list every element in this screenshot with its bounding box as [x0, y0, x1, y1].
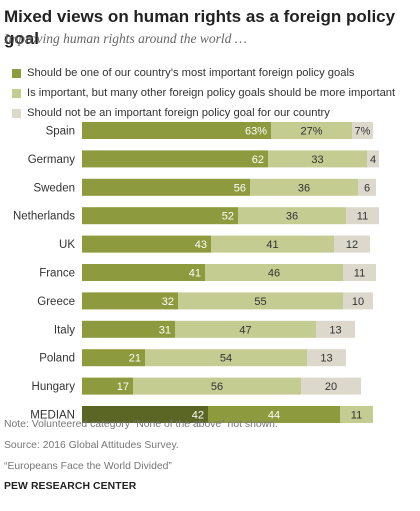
bar-germany-most-important — [82, 150, 268, 168]
legend-label-not-important: Should not be an important foreign polic… — [27, 107, 330, 119]
bar-italy-important-not-most — [175, 320, 316, 338]
bar-sweden-not-important — [358, 178, 376, 196]
value-label-hungary-important-not-most: 56 — [211, 381, 223, 393]
value-label-greece-not-important: 10 — [352, 296, 364, 308]
bar-greece-not-important — [343, 292, 373, 310]
value-label-greece-most-important: 32 — [162, 296, 174, 308]
legend: Should be one of our country’s most impo… — [12, 63, 395, 123]
legend-item-not-important: Should not be an important foreign polic… — [12, 103, 395, 123]
bar-sweden-important-not-most — [250, 178, 358, 196]
bar-poland-important-not-most — [145, 349, 307, 367]
value-label-uk-not-important: 12 — [346, 239, 358, 251]
category-label-hungary: Hungary — [32, 381, 76, 393]
value-label-median-not-important: 11 — [351, 410, 362, 422]
value-label-uk-important-not-most: 41 — [266, 239, 278, 251]
category-label-italy: Italy — [54, 324, 75, 336]
bar-greece-important-not-most — [178, 292, 343, 310]
value-label-poland-most-important: 21 — [129, 353, 141, 365]
value-label-sweden-important-not-most: 36 — [298, 182, 310, 194]
bar-italy-most-important — [82, 320, 175, 338]
bar-hungary-most-important — [82, 377, 133, 395]
value-label-median-important-not-most: 44 — [268, 410, 280, 422]
bar-france-not-important — [343, 264, 376, 281]
category-label-uk: UK — [59, 239, 75, 251]
bar-spain-not-important — [352, 122, 373, 139]
bar-uk-not-important — [334, 235, 370, 253]
category-label-netherlands: Netherlands — [13, 211, 75, 223]
value-label-germany-not-important: 4 — [370, 154, 376, 166]
value-label-netherlands-not-important: 11 — [357, 211, 368, 223]
legend-label-most-important: Should be one of our country’s most impo… — [27, 67, 355, 79]
legend-item-important-not-most: Is important, but many other foreign pol… — [12, 83, 395, 103]
category-label-sweden: Sweden — [33, 182, 75, 194]
value-label-uk-most-important: 43 — [195, 239, 207, 251]
bar-hungary-important-not-most — [133, 377, 301, 395]
bar-germany-important-not-most — [268, 150, 367, 168]
bar-hungary-not-important — [301, 377, 361, 395]
value-label-germany-important-not-most: 33 — [311, 154, 323, 166]
bar-netherlands-most-important — [82, 207, 238, 225]
legend-label-important-not-most: Is important, but many other foreign pol… — [27, 87, 396, 99]
value-label-sweden-not-important: 6 — [364, 182, 370, 194]
bar-spain-important-not-most — [271, 122, 352, 139]
bar-netherlands-important-not-most — [238, 207, 346, 225]
report-title: “Europeans Face the World Divided” — [4, 461, 172, 472]
value-label-median-most-important: 42 — [192, 410, 204, 422]
value-label-spain-not-important: 7% — [355, 126, 371, 138]
value-label-france-important-not-most: 46 — [268, 268, 280, 280]
category-label-greece: Greece — [37, 296, 75, 308]
legend-swatch-most-important — [12, 69, 21, 78]
value-label-italy-important-not-most: 47 — [239, 324, 251, 336]
category-label-spain: Spain — [46, 126, 75, 138]
value-label-sweden-most-important: 56 — [234, 182, 246, 194]
bar-poland-not-important — [307, 349, 346, 367]
category-label-germany: Germany — [28, 154, 76, 166]
value-label-hungary-not-important: 20 — [325, 381, 337, 393]
value-label-spain-most-important: 63% — [245, 126, 267, 138]
bar-poland-most-important — [82, 349, 145, 367]
bar-sweden-most-important — [82, 178, 250, 196]
source-note: Source: 2016 Global Attitudes Survey. — [4, 440, 179, 451]
bar-uk-most-important — [82, 235, 211, 253]
category-label-poland: Poland — [39, 353, 75, 365]
bar-spain-most-important — [82, 122, 271, 139]
value-label-italy-not-important: 13 — [329, 324, 341, 336]
bar-france-important-not-most — [205, 264, 343, 281]
bar-italy-not-important — [316, 320, 355, 338]
category-label-france: France — [39, 268, 75, 280]
value-label-spain-important-not-most: 27% — [300, 126, 322, 138]
value-label-netherlands-important-not-most: 36 — [286, 211, 298, 223]
bar-netherlands-not-important — [346, 207, 379, 225]
bar-median-most-important — [82, 406, 208, 423]
footnote: Note: Volunteered category “None of the … — [4, 419, 278, 430]
legend-swatch-not-important — [12, 109, 21, 118]
legend-item-most-important: Should be one of our country’s most impo… — [12, 63, 395, 83]
value-label-france-most-important: 41 — [189, 268, 201, 280]
bar-uk-important-not-most — [211, 235, 334, 253]
legend-swatch-important-not-most — [12, 89, 21, 98]
category-label-median: MEDIAN — [30, 410, 75, 422]
value-label-poland-not-important: 13 — [320, 353, 332, 365]
value-label-netherlands-most-important: 52 — [222, 211, 234, 223]
bar-germany-not-important — [367, 150, 379, 168]
brand-name: PEW RESEARCH CENTER — [4, 481, 137, 492]
value-label-greece-important-not-most: 55 — [254, 296, 266, 308]
chart-title: Mixed views on human rights as a foreign… — [4, 7, 396, 48]
value-label-france-not-important: 11 — [354, 268, 365, 280]
value-label-italy-most-important: 31 — [159, 324, 171, 336]
bar-median-important-not-most — [208, 406, 340, 423]
chart-subtitle: Improving human rights around the world … — [4, 31, 247, 46]
bar-greece-most-important — [82, 292, 178, 310]
value-label-germany-most-important: 62 — [252, 154, 264, 166]
bar-median-not-important — [340, 406, 373, 423]
bar-france-most-important — [82, 264, 205, 281]
value-label-poland-important-not-most: 54 — [220, 353, 232, 365]
value-label-hungary-most-important: 17 — [117, 381, 129, 393]
